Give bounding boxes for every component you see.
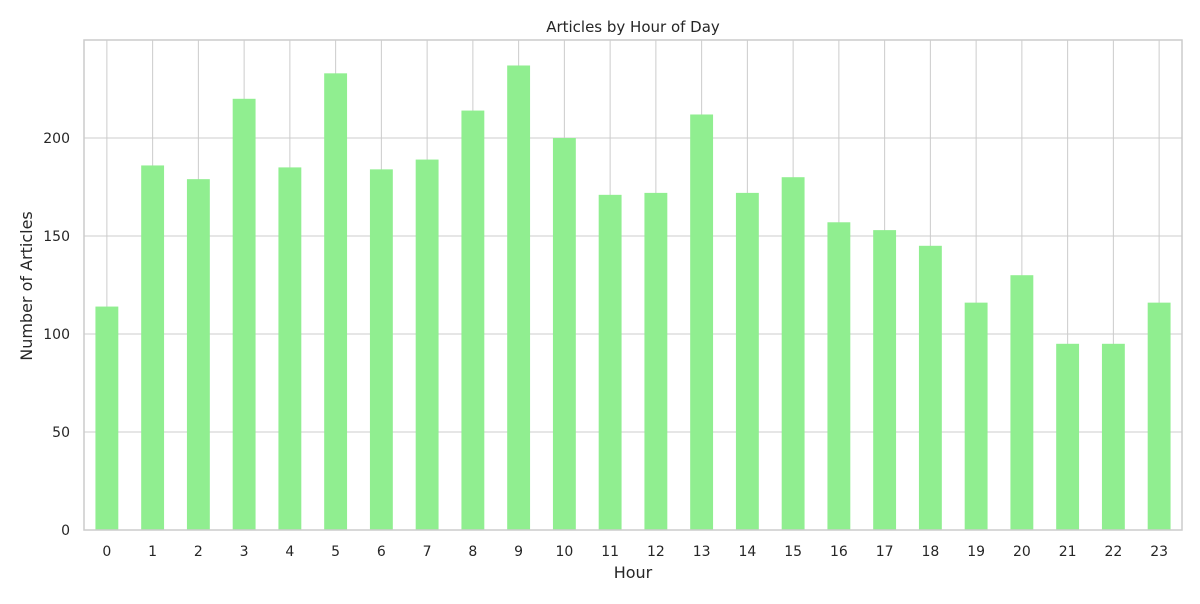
bar-hour-22 [1101, 343, 1125, 530]
plot-border [83, 39, 1183, 531]
x-tick-label: 3 [240, 544, 249, 560]
x-tick-label: 0 [102, 544, 111, 560]
bar-hour-11 [598, 194, 622, 530]
bar-hour-7 [415, 159, 439, 530]
bar-hour-19 [964, 302, 988, 530]
x-axis-label: Hour [614, 563, 653, 582]
bar-hour-14 [735, 192, 759, 530]
bar-hour-1 [141, 165, 165, 530]
bar-hour-2 [186, 179, 210, 530]
x-tick-label: 9 [514, 544, 523, 560]
bar-hour-8 [461, 110, 485, 530]
x-tick-label: 23 [1150, 544, 1168, 560]
bar-layer [95, 65, 1171, 531]
x-tick-label: 1 [148, 544, 157, 560]
y-tick-label: 100 [43, 327, 70, 343]
bar-hour-3 [232, 98, 256, 531]
x-tick-label: 6 [377, 544, 386, 560]
bar-hour-10 [552, 138, 576, 530]
bar-hour-18 [918, 245, 942, 531]
chart-title: Articles by Hour of Day [546, 18, 720, 36]
bar-hour-17 [873, 230, 897, 530]
x-tick-label: 16 [830, 544, 848, 560]
bar-hour-4 [278, 167, 302, 530]
bar-hour-5 [324, 73, 348, 530]
x-tick-label: 14 [738, 544, 756, 560]
x-tick-label: 7 [423, 544, 432, 560]
bar-hour-12 [644, 192, 668, 530]
y-tick-label: 0 [61, 523, 70, 539]
x-tick-label: 4 [285, 544, 294, 560]
x-tick-label: 21 [1059, 544, 1077, 560]
x-tick-label: 5 [331, 544, 340, 560]
x-tick-label: 15 [784, 544, 802, 560]
y-tick-label: 50 [52, 425, 70, 441]
x-tick-label: 22 [1104, 544, 1122, 560]
x-tick-label: 2 [194, 544, 203, 560]
bar-hour-23 [1147, 302, 1171, 530]
x-tick-label: 13 [693, 544, 711, 560]
plot-frame [83, 39, 1183, 531]
bar-hour-6 [369, 169, 393, 531]
y-axis-label: Number of Articles [17, 211, 36, 361]
x-tick-label: 11 [601, 544, 619, 560]
bar-hour-9 [507, 65, 531, 530]
x-tick-label: 10 [555, 544, 573, 560]
x-tick-label: 12 [647, 544, 665, 560]
bar-hour-20 [1010, 275, 1034, 530]
bar-hour-13 [690, 114, 714, 530]
y-tick-label: 200 [43, 131, 70, 147]
x-tick-label: 20 [1013, 544, 1031, 560]
x-tick-label: 18 [921, 544, 939, 560]
bar-hour-16 [827, 222, 851, 530]
bar-hour-0 [95, 306, 119, 530]
x-tick-label: 17 [876, 544, 894, 560]
x-tick-label: 8 [468, 544, 477, 560]
x-tick-label: 19 [967, 544, 985, 560]
bar-hour-21 [1056, 343, 1080, 530]
y-tick-label: 150 [43, 229, 70, 245]
bar-hour-15 [781, 177, 805, 530]
